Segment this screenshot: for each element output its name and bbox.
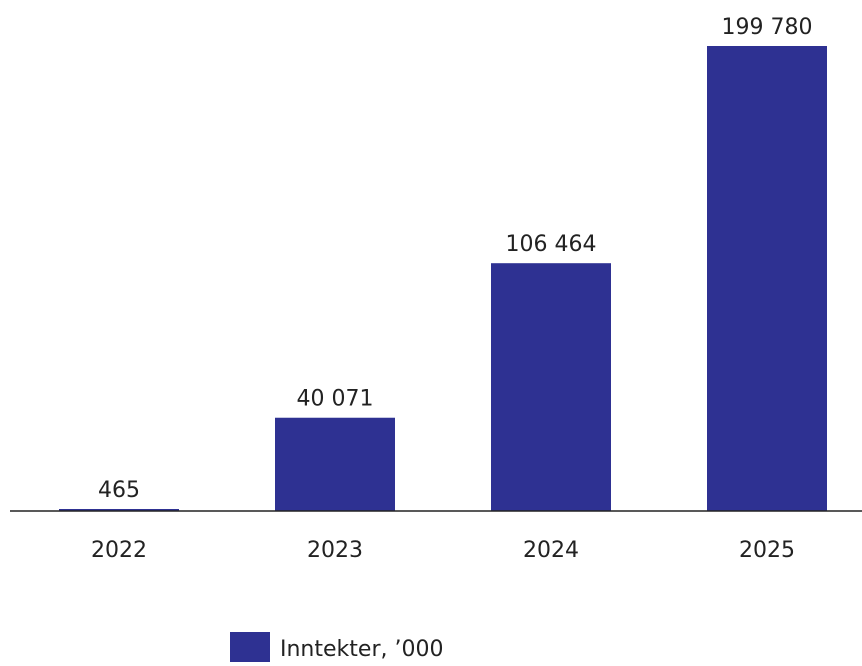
x-tick-label-2025: 2025 xyxy=(739,538,795,563)
value-label-2022: 465 xyxy=(98,478,140,503)
x-tick-label-2023: 2023 xyxy=(307,538,363,563)
bars-group xyxy=(59,46,827,511)
value-label-2024: 106 464 xyxy=(506,232,597,257)
value-label-2023: 40 071 xyxy=(297,387,374,412)
x-tick-label-2024: 2024 xyxy=(523,538,579,563)
legend-swatch xyxy=(230,632,270,662)
x-tick-label-2022: 2022 xyxy=(91,538,147,563)
bar-2022 xyxy=(59,509,179,511)
bar-2025 xyxy=(707,46,827,511)
value-label-2025: 199 780 xyxy=(722,15,813,40)
bar-2023 xyxy=(275,417,395,511)
legend: Inntekter, ’000 xyxy=(230,632,443,662)
legend-label: Inntekter, ’000 xyxy=(280,637,443,662)
value-labels-group: 465 40 071 106 464 199 780 xyxy=(98,15,812,503)
bar-2024 xyxy=(491,263,611,511)
x-tick-labels-group: 2022 2023 2024 2025 xyxy=(91,538,795,563)
